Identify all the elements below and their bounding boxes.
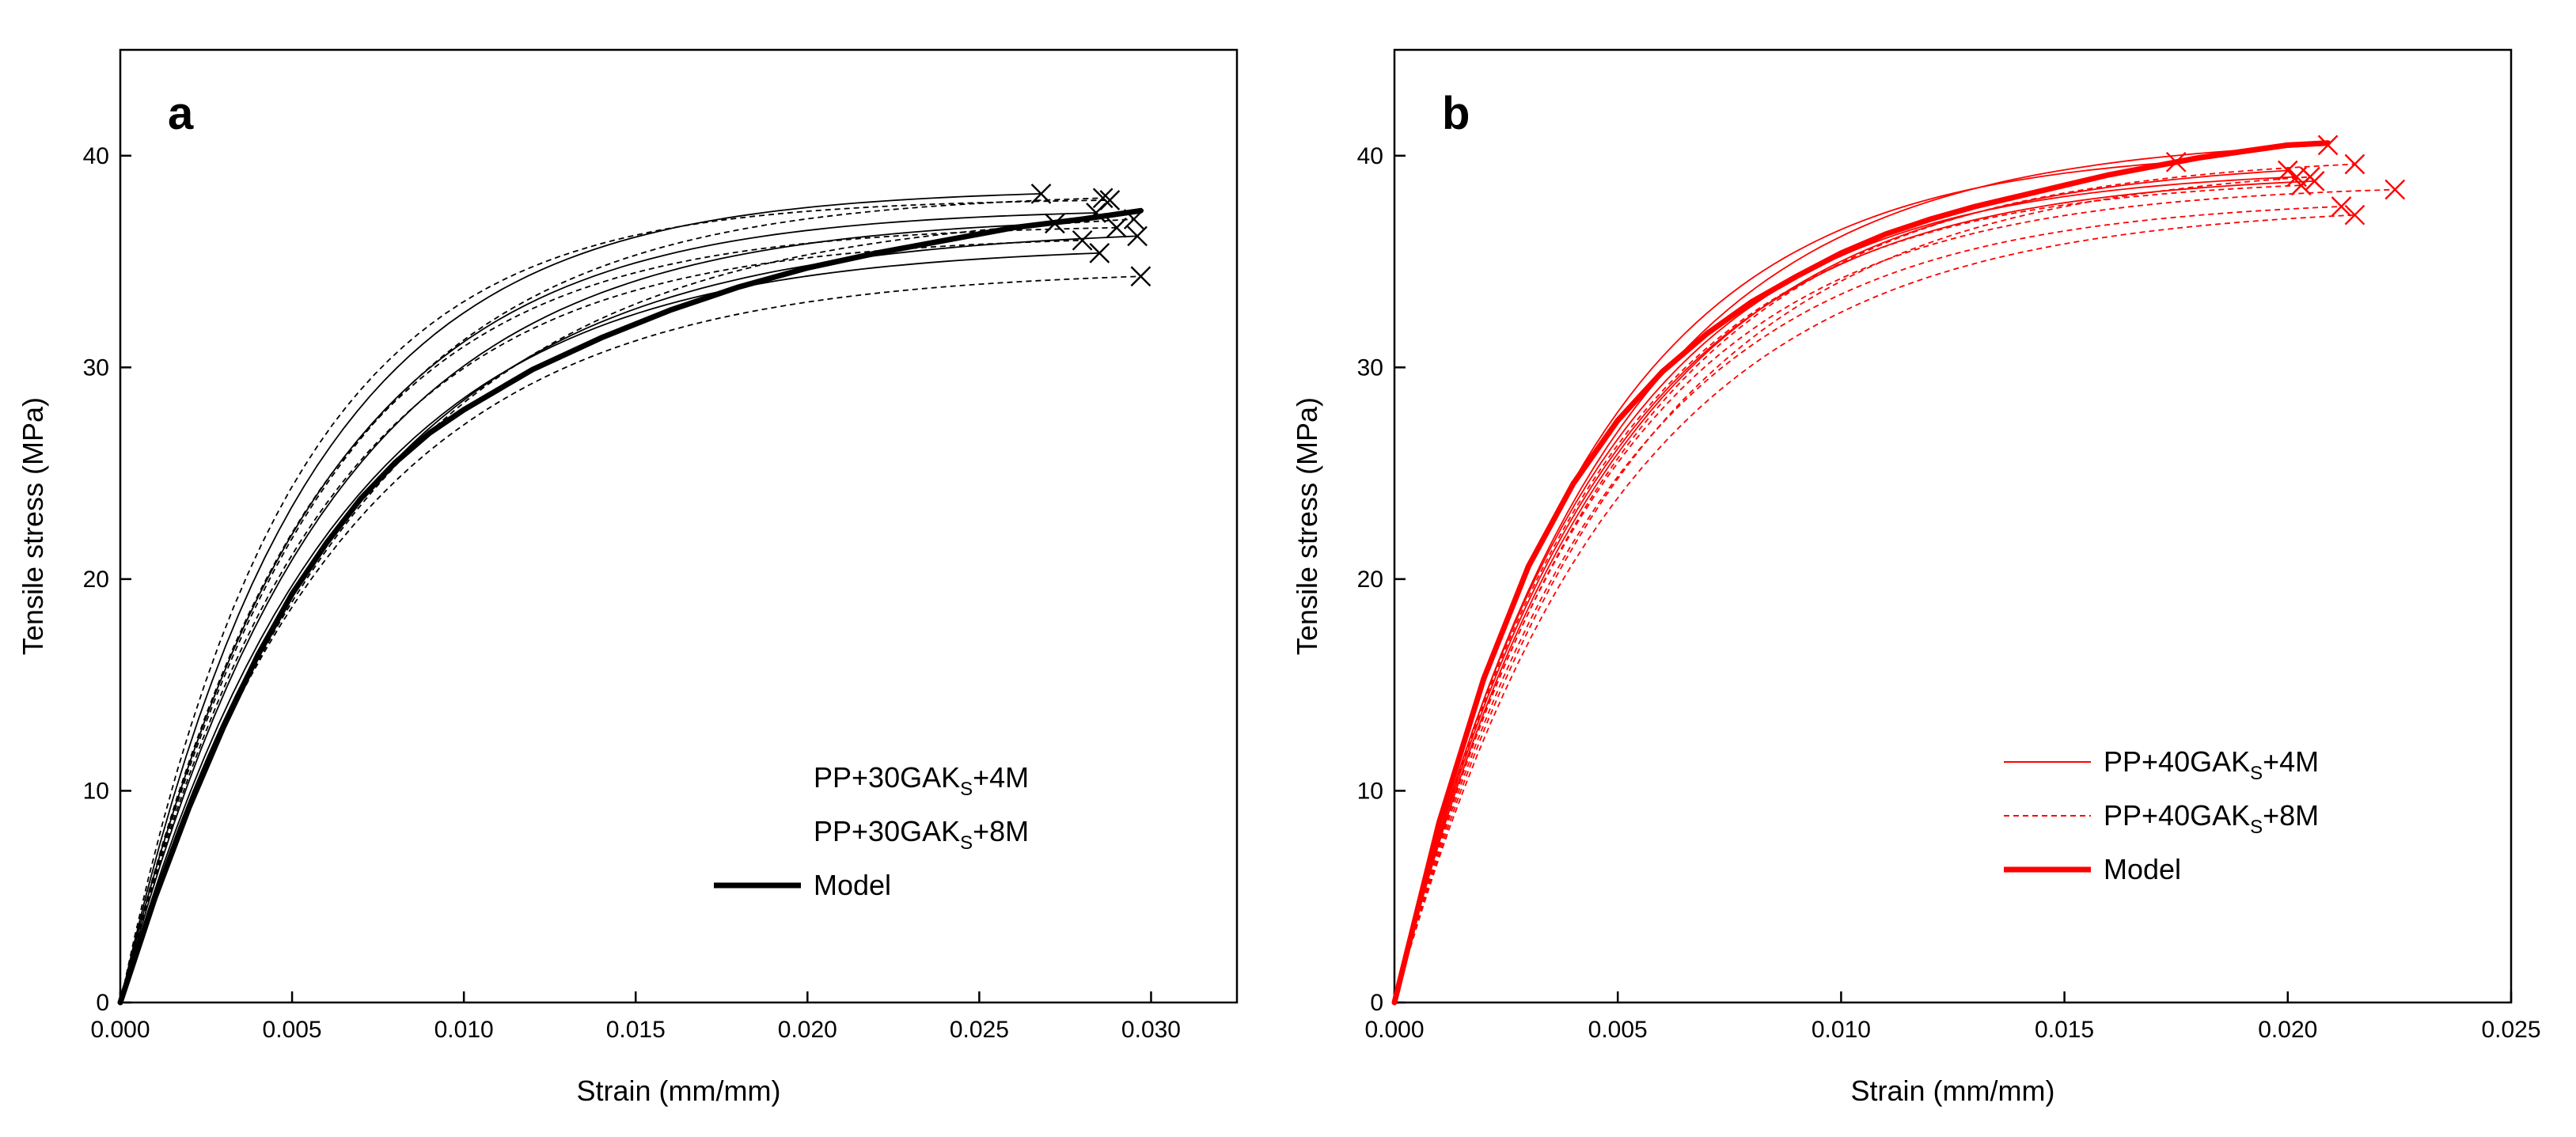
legend-subscript: S [2250, 817, 2263, 838]
series-8M-curve-4 [120, 275, 1141, 1003]
y-tick-label: 0 [96, 990, 109, 1016]
legend-suffix: +4M [2263, 745, 2319, 778]
break-marker [2290, 175, 2312, 196]
series-4M-curve-1 [120, 193, 1041, 1003]
chart-panel-a: 0.000 0.005 0.010 0.015 0.020 0.025 0.030 0 10 20… [17, 48, 1239, 1107]
x-axis-title: Strain (mm/mm) [1851, 1074, 2055, 1107]
legend-subscript: S [2250, 763, 2263, 784]
series-8M-curve-5 [1394, 184, 2301, 1003]
x-tick-label: 0.000 [1364, 1017, 1424, 1043]
legend-label: Model [2104, 853, 2181, 885]
plot-frame [1393, 48, 2513, 1004]
x-tick-label: 0.025 [2481, 1017, 2540, 1043]
break-marker [1072, 229, 1093, 251]
series-4M-curve-2 [120, 212, 1097, 1003]
y-tick-label: 10 [1357, 778, 1383, 804]
model-curve [117, 207, 1144, 1006]
legend-suffix: +8M [2263, 799, 2319, 832]
series-8M-curve-2 [120, 197, 1103, 1003]
x-tick-label: 0.020 [2258, 1017, 2317, 1043]
plot-frame [119, 48, 1239, 1004]
x-tick-label: 0.015 [2035, 1017, 2094, 1043]
series-4M-curve-5 [1394, 169, 2288, 1003]
y-tick-label: 40 [83, 143, 109, 169]
x-tick-label: 0.005 [1588, 1017, 1648, 1043]
legend-label: PP+30GAKS+4M [814, 761, 1029, 800]
y-tick-label: 0 [1370, 990, 1383, 1016]
legend-suffix: +8M [973, 815, 1029, 847]
y-axis-title: Tensile stress (MPa) [17, 397, 49, 655]
series-8M-curve-1 [1394, 163, 2355, 1003]
series-8M-curve-1 [120, 199, 1110, 1003]
y-tick-label: 40 [1357, 143, 1383, 169]
x-tick-label: 0.000 [90, 1017, 150, 1043]
legend-subscript: S [960, 832, 973, 854]
legend-label: PP+40GAKS+4M [2104, 745, 2319, 784]
y-tick-label: 20 [83, 567, 109, 593]
series-8M-curve-4 [1394, 176, 2311, 1003]
break-marker [1089, 243, 1110, 263]
series-4M-curve-4 [120, 252, 1100, 1003]
series-8M-curve-6 [120, 239, 1083, 1003]
x-tick-label: 0.005 [263, 1017, 322, 1043]
legend-subscript: S [960, 779, 973, 800]
break-marker [1106, 217, 1127, 238]
model-curve [1391, 140, 2331, 1006]
break-marker [1092, 188, 1113, 209]
y-tick-label: 20 [1357, 567, 1383, 593]
x-tick-label: 0.020 [778, 1017, 837, 1043]
panel-label: a [168, 88, 194, 139]
legend-label: PP+30GAKS+8M [814, 815, 1029, 854]
legend: PP+40GAKS+4M PP+40GAKS+8M Model [2004, 745, 2319, 885]
series-8M-curve-5 [120, 218, 1134, 1003]
series-8M-curve-2 [1394, 188, 2396, 1003]
break-marker [2384, 179, 2406, 200]
break-marker [2344, 153, 2365, 175]
y-tick-label: 30 [83, 354, 109, 381]
break-marker [2277, 160, 2298, 181]
x-axis-title: Strain (mm/mm) [577, 1074, 781, 1107]
y-tick-label: 10 [83, 778, 109, 804]
x-tick-label: 0.030 [1121, 1017, 1181, 1043]
legend: PP+30GAKS+4M PP+30GAKS+8M Model [714, 761, 1029, 901]
break-marker [1127, 226, 1148, 247]
panel-label: b [1442, 88, 1470, 139]
chart-panel-b: 0.000 0.005 0.010 0.015 0.020 0.025 0 10 20 30 40 S… [1291, 48, 2541, 1107]
series-8M-curve-3 [120, 226, 1117, 1003]
legend-label: PP+40GAKS+8M [2104, 799, 2319, 838]
legend-label: Model [814, 869, 891, 901]
series-4M-curve-4 [1394, 161, 2176, 1003]
y-axis-title: Tensile stress (MPa) [1291, 397, 1323, 655]
break-marker [1130, 266, 1151, 287]
series-4M-curve-3 [120, 222, 1055, 1003]
series-8M-curve-3 [1394, 214, 2355, 1003]
break-marker [2331, 196, 2352, 217]
y-tick-label: 30 [1357, 354, 1383, 381]
series-4M-curve-5 [120, 235, 1138, 1003]
break-marker [1099, 190, 1121, 210]
x-tick-label: 0.015 [606, 1017, 666, 1043]
x-tick-label: 0.010 [434, 1017, 494, 1043]
legend-suffix: +4M [973, 761, 1029, 794]
x-tick-label: 0.010 [1812, 1017, 1871, 1043]
break-marker [2344, 204, 2365, 226]
x-tick-label: 0.025 [950, 1017, 1009, 1043]
series-4M-curve-1 [1394, 144, 2328, 1003]
series-8M-curve-6 [1394, 206, 2342, 1003]
